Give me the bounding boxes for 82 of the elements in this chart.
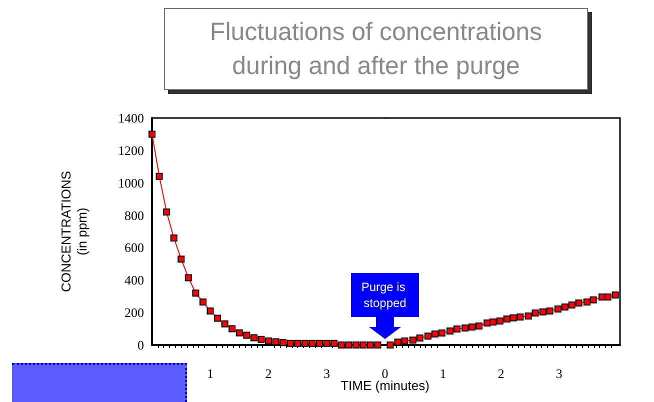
point [243, 332, 250, 339]
point [156, 172, 163, 180]
point [438, 330, 446, 336]
point [590, 296, 597, 304]
point [170, 234, 178, 242]
y-tick-label: 800 [124, 208, 144, 223]
point [192, 290, 200, 297]
point [228, 325, 236, 332]
point [612, 292, 619, 299]
point [163, 208, 170, 216]
x-tick-label: 1 [440, 366, 446, 381]
point [280, 339, 287, 346]
point [250, 334, 258, 342]
point [476, 322, 482, 330]
y-tick-label: 1200 [118, 142, 144, 158]
point [539, 308, 546, 316]
point [184, 274, 192, 282]
point [286, 340, 294, 347]
point [272, 338, 280, 346]
point [431, 330, 438, 338]
point [352, 342, 360, 348]
y-tick-label: 1400 [118, 110, 144, 126]
point [199, 298, 206, 306]
point [338, 342, 345, 348]
point [453, 325, 460, 332]
point [409, 336, 416, 344]
point [546, 307, 554, 314]
point [516, 313, 524, 320]
point [468, 324, 476, 330]
x-tick-label: 0 [382, 366, 388, 381]
point [386, 342, 394, 348]
point [496, 318, 504, 325]
y-tick-label: 600 [124, 240, 144, 256]
point [561, 304, 568, 311]
x-tick-label: 2 [265, 366, 272, 381]
point [568, 301, 576, 308]
point [401, 337, 408, 344]
point [484, 319, 491, 326]
x-tick-label: 3 [324, 366, 330, 381]
point [214, 314, 222, 322]
x-tick-label: 1 [207, 366, 214, 381]
point [301, 340, 308, 347]
point [366, 342, 374, 348]
y-tick-label: 200 [124, 305, 144, 320]
point [604, 294, 612, 301]
annotation: Purge is stopped [361, 280, 409, 310]
point [345, 342, 352, 348]
point [236, 329, 243, 336]
point [503, 316, 510, 323]
point [206, 307, 214, 314]
point [446, 328, 454, 335]
point [265, 337, 272, 344]
point [489, 318, 496, 326]
point [178, 256, 185, 263]
point [554, 306, 562, 313]
y-axis-title: CONCENTRATIONS (in ppm) [58, 170, 90, 292]
point [148, 130, 156, 138]
point [583, 298, 590, 306]
point [532, 310, 539, 317]
y-tick-label: 400 [124, 272, 144, 288]
point [221, 320, 228, 328]
y-tick-label: 1000 [118, 175, 144, 190]
point [510, 314, 517, 322]
chart-title: Fluctuations of concentrations during and after the purge [164, 8, 588, 90]
point [462, 324, 469, 332]
y-tick-label: 0 [138, 338, 144, 352]
point [323, 340, 330, 347]
x-tick-label: 2 [498, 366, 504, 381]
point [416, 334, 424, 342]
point [360, 342, 367, 348]
point [374, 342, 382, 348]
x-axis-title: TIME (minutes) [340, 378, 430, 393]
point [424, 332, 432, 340]
point [394, 338, 402, 346]
point [308, 340, 316, 347]
point [524, 312, 532, 320]
point [575, 300, 582, 307]
point [294, 340, 302, 347]
point [258, 336, 265, 343]
point [316, 340, 323, 347]
point [330, 340, 338, 347]
x-tick-label: 3 [556, 366, 562, 381]
